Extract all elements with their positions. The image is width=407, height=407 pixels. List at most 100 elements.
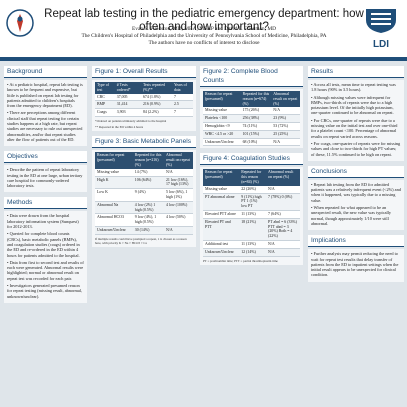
table-header-row: Reason for repeat (presumed) Repeated fo… (203, 169, 300, 186)
table-cell: CBC (95, 93, 115, 102)
table-row: Unknown/Unclear 30 (14%) N/A (95, 226, 193, 235)
figure-2-heading: Figure 2: Complete Blood Counts (200, 66, 303, 87)
table-cell: 2.5 (172, 100, 193, 110)
author-affiliation: The Children's Hospital of Philadelphia … (81, 33, 327, 39)
table-cell: BMP (95, 100, 115, 110)
table-row: Unknown/Unclear 68 (10%) N/A (203, 138, 300, 147)
results-paragraph: • Across all tests, mean time to repeat … (311, 82, 396, 93)
column-left: Background • At a pediatric hospital, re… (4, 66, 87, 308)
table-cell: N/A (266, 248, 300, 257)
column-header: # Tests ordered* (116, 83, 131, 92)
table-cell: Abnormal Na (95, 201, 133, 215)
figure-1-table: Type of test # Tests ordered* Tests repe… (95, 82, 193, 117)
table-row: Unknown/Unclear 12 (14%) N/A (203, 248, 300, 257)
hospital-logo (5, 8, 35, 38)
column-header: Repeated for this reason (n=84) (%) (241, 170, 262, 184)
table-cell: Unknown/Unclear (203, 138, 241, 147)
table-header-row: Type of test # Tests ordered* Tests repe… (95, 82, 193, 94)
column-header: Repeated for this reason (n=216) (%) (134, 153, 162, 167)
table-cell: 74 (11%) (240, 122, 272, 131)
table-row: PT abnormal alone 9 (11%) high PT 1 (1%) … (203, 193, 300, 211)
column-header: Tests repeated (%)** (142, 83, 166, 92)
table-cell: 674 (1.8%) (140, 93, 173, 102)
table-cell: Platelets <100 (203, 114, 241, 123)
conclusions-paragraph: • Repeat lab testing from the ED for adm… (311, 181, 401, 203)
figure-2-block: Reason for repeat (presumed) Repeated fo… (200, 89, 303, 149)
table-cell: Missing value (203, 185, 240, 194)
figure-1-note: *Ordered on patients ultimately admitted… (95, 118, 167, 123)
results-paragraph: • Although missing values were infrequen… (311, 94, 394, 116)
table-cell: 30 (14%) (132, 226, 164, 235)
table-cell: WBC <4.5 or >20 (203, 130, 241, 139)
table-cell: 9 (4%) (132, 188, 164, 202)
objectives-heading: Objectives (4, 151, 87, 164)
figure-1-block: Type of test # Tests ordered* Tests repe… (92, 80, 196, 132)
table-cell: 18 (21%) (239, 218, 267, 241)
figure-4-block: Reason for repeat (presumed) Repeated fo… (200, 167, 303, 265)
column-header: Reason for repeat (presumed) (97, 153, 125, 163)
results-paragraph: • For coags, one-quarter of repeats were… (311, 140, 401, 157)
table-cell: 31,414 (114, 100, 141, 110)
methods-paragraph: • Investigators generated presumed reaso… (7, 283, 83, 299)
column-header: Reason for repeat (presumed) (205, 92, 233, 101)
table-row: Hemoglobin <9 74 (11%) 53 (72%) (203, 122, 300, 131)
table-cell: 37,005 (114, 93, 141, 102)
table-cell: Unknown/Unclear (95, 226, 133, 235)
figure-3-table: Reason for repeat (presumed) Repeated fo… (95, 152, 193, 235)
poster-title: Repeat lab testing in the pediatric emer… (44, 8, 364, 33)
figure-4-heading: Figure 4: Coagulation Studies (200, 153, 303, 166)
table-row: Elevated PTT alone 11 (13%) 7 (64%) (203, 210, 300, 219)
table-cell: Missing value (95, 168, 133, 177)
table-row: BMP 31,414 216 (0.9%) 2.5 (95, 100, 193, 110)
table-row: Missing value 22 (26%) N/A (203, 185, 300, 194)
column-header: Reason for repeat (presumed) (205, 170, 233, 180)
table-cell: 9 (11%) high PT 1 (1%) low PT (239, 193, 267, 211)
table-cell: N/A (266, 240, 300, 249)
ldi-logo-text: LDI (372, 39, 390, 50)
methods-heading: Methods (4, 197, 87, 210)
table-cell: N/A (163, 226, 193, 235)
figure-3-heading: Figure 3: Basic Metabolic Panels (92, 136, 196, 149)
table-cell: 4 low (2%) 1 high (0.5%) (132, 201, 164, 215)
table-cell: N/A (271, 138, 300, 147)
table-row: Additional test 11 (13%) N/A (203, 240, 300, 249)
table-cell: 216 (0.9%) (140, 100, 173, 110)
table-cell: 7 (64%) (266, 210, 300, 219)
figure-1-note: ** Repeated in the ED within 4 hours (95, 125, 144, 130)
table-cell: Elevated PTT alone (203, 210, 240, 219)
column-header: Type of test (97, 83, 109, 92)
background-section: • At a pediatric hospital, repeat lab te… (4, 80, 87, 147)
table-row: Abnormal HCO3 9 low (4%), 1 high (0.5%) 4 … (95, 213, 193, 227)
table-cell: Coags (95, 108, 115, 117)
results-paragraph: • For CBCs, one-quarter of repeats were … (311, 117, 398, 139)
objectives-paragraph: • Describe the pattern of repeat laborat… (7, 167, 83, 189)
table-cell: 256 (38%) (240, 114, 272, 123)
table-cell: 7 (172, 108, 193, 117)
figure-3-block: Reason for repeat (presumed) Repeated fo… (92, 150, 196, 248)
column-center-left: Figure 1: Overall Results Type of test #… (92, 66, 196, 252)
header-divider (0, 57, 407, 61)
table-cell: 21 low (16%), 17 high (13%) (163, 176, 193, 190)
table-cell: 68 (10%) (240, 138, 272, 147)
table-cell: 23 (9%) (271, 114, 300, 123)
table-cell: N/A (266, 185, 300, 194)
figure-1-heading: Figure 1: Overall Results (92, 66, 196, 78)
table-row: WBC <4.5 or >20 101 (15%) 25 (25%) (203, 130, 300, 139)
column-header: Repeated for this reason (n=674) (%) (242, 92, 270, 106)
column-header: Years of data (174, 83, 187, 92)
table-cell: 84 (2.2%) (140, 108, 173, 117)
background-paragraph: • There are perceptions among different … (7, 110, 83, 142)
table-row: Coags 3,903 84 (2.2%) 7 (95, 108, 193, 117)
results-section: • Across all tests, mean time to repeat … (308, 80, 404, 161)
table-cell: 101 (15%) (240, 130, 272, 139)
table-cell: Low K (95, 188, 133, 202)
figure-4-note: PT = prothrombin time; PTT = partial thr… (203, 258, 278, 263)
poster-header: Repeat lab testing in the pediatric emer… (0, 0, 407, 62)
table-row: Platelets <100 256 (38%) 23 (9%) (203, 114, 300, 123)
table-cell: PT abnormal alone (203, 193, 240, 211)
table-cell: PT abnl = 6 (33%) PTT abnl = 3 (20%) Bot… (266, 218, 300, 241)
column-right: Results • Across all tests, mean time to… (308, 66, 404, 287)
column-header: Abnormal result on repeat (%) (268, 170, 294, 180)
table-cell: Hemoglobin <9 (203, 122, 241, 131)
